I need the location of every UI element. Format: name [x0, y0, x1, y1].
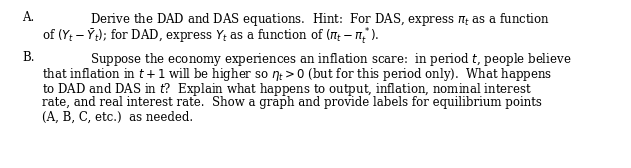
Text: that inflation in $t+1$ will be higher so $\eta_t > 0$ (but for this period only: that inflation in $t+1$ will be higher s… [42, 66, 552, 83]
Text: to DAD and DAS in $t$?  Explain what happens to output, inflation, nominal inter: to DAD and DAS in $t$? Explain what happ… [42, 81, 532, 98]
Text: rate, and real interest rate.  Show a graph and provide labels for equilibrium p: rate, and real interest rate. Show a gra… [42, 96, 542, 109]
Text: Derive the DAD and DAS equations.  Hint:  For DAS, express $\pi_t$ as a function: Derive the DAD and DAS equations. Hint: … [90, 11, 550, 28]
Text: Suppose the economy experiences an inflation scare:  in period $t$, people belie: Suppose the economy experiences an infla… [90, 51, 572, 68]
Text: (A, B, C, etc.)  as needed.: (A, B, C, etc.) as needed. [42, 111, 193, 124]
Text: B.: B. [22, 51, 35, 64]
Text: of $(Y_t - \bar{Y}_t)$; for DAD, express $Y_t$ as a function of $(\pi_t - \pi_t^: of $(Y_t - \bar{Y}_t)$; for DAD, express… [42, 26, 379, 46]
Text: A.: A. [22, 11, 34, 24]
